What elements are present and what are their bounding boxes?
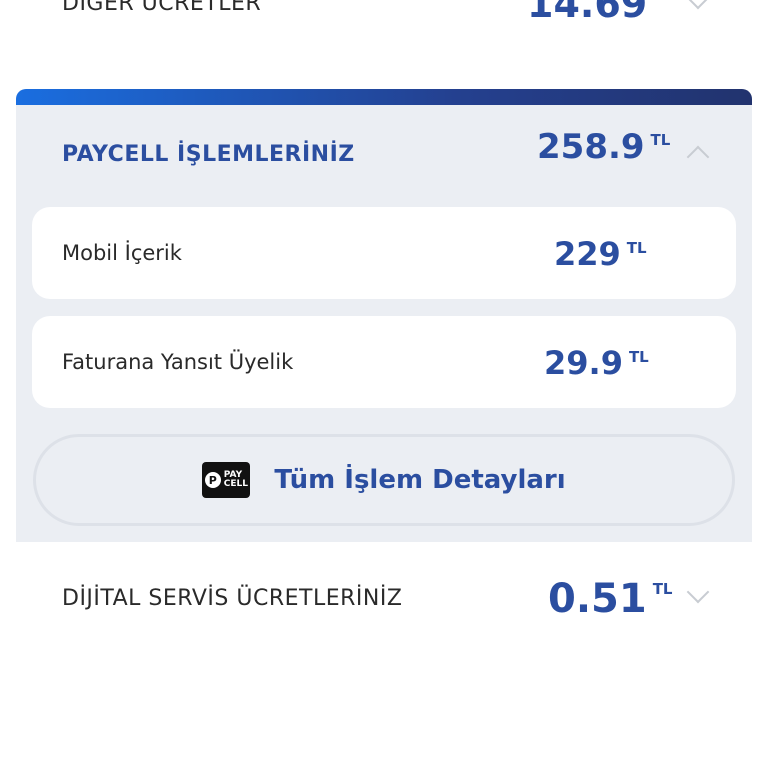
chevron-up-icon[interactable] xyxy=(686,145,710,169)
panel-accent-bar xyxy=(16,89,752,105)
item-amount: 229 TL xyxy=(554,235,647,273)
chevron-down-icon[interactable] xyxy=(686,580,710,604)
list-item: Faturana Yansıt Üyelik 29.9 TL xyxy=(32,316,736,408)
section-amount: 0.51 TL xyxy=(548,576,673,622)
all-transaction-details-button[interactable]: P PAY CELL Tüm İşlem Detayları xyxy=(33,434,735,526)
item-amount: 29.9 TL xyxy=(544,344,649,382)
list-item: Mobil İçerik 229 TL xyxy=(32,207,736,299)
chevron-down-icon[interactable] xyxy=(686,0,710,10)
item-label: Mobil İçerik xyxy=(62,241,182,265)
item-label: Faturana Yansıt Üyelik xyxy=(62,350,294,374)
section-title: DİĞER ÜCRETLER xyxy=(62,0,262,16)
paycell-panel: PAYCELL İŞLEMLERİNİZ 258.9 TL Mobil İçeri… xyxy=(16,89,752,542)
paycell-logo: P PAY CELL xyxy=(202,462,251,498)
section-title: DİJİTAL SERVİS ÜCRETLERİNİZ xyxy=(62,586,403,611)
button-label: Tüm İşlem Detayları xyxy=(274,465,566,495)
section-title: PAYCELL İŞLEMLERİNİZ xyxy=(62,142,355,167)
section-amount: 14.69TL xyxy=(527,0,673,26)
section-amount: 258.9 TL xyxy=(537,127,671,167)
